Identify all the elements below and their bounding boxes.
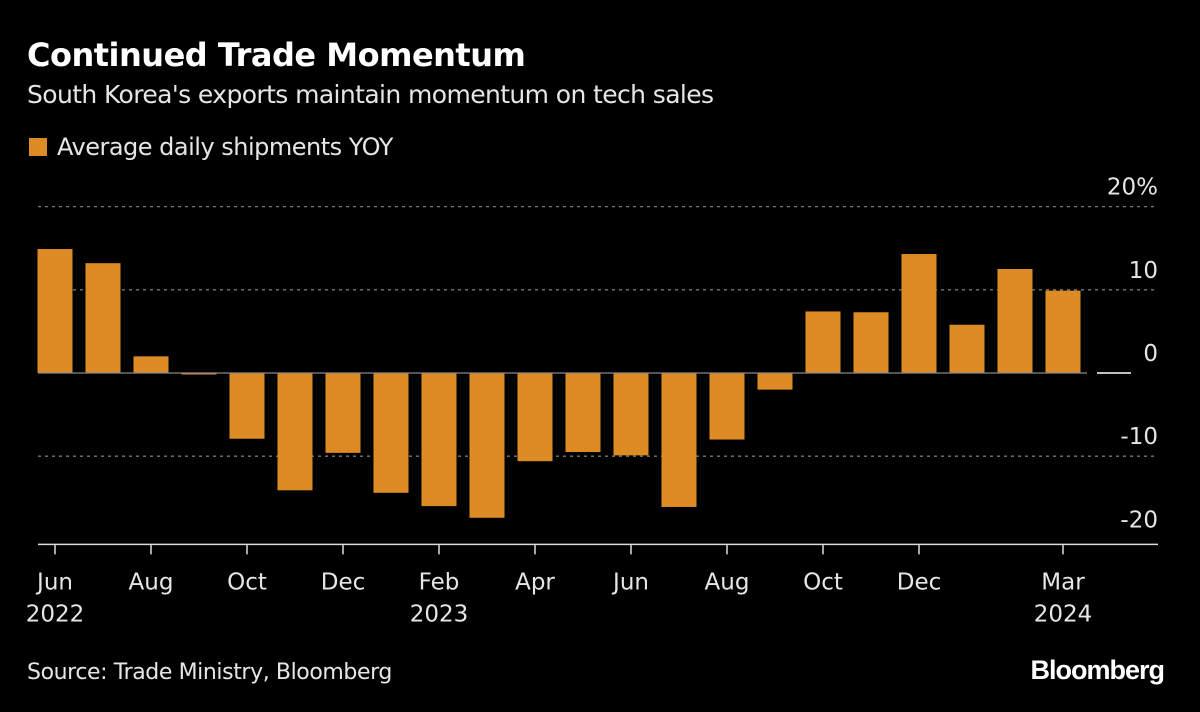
x-year-label: 2023 bbox=[410, 601, 469, 627]
x-year-label: 2022 bbox=[26, 601, 85, 627]
bar-2022-08 bbox=[133, 356, 169, 373]
y-tick-label: -20 bbox=[1120, 507, 1158, 533]
x-tick-label: Oct bbox=[227, 569, 267, 595]
bar-2022-07 bbox=[85, 263, 121, 373]
bar-2023-12 bbox=[901, 254, 937, 373]
source-note: Source: Trade Ministry, Bloomberg bbox=[27, 660, 392, 685]
x-tick-label: Apr bbox=[515, 569, 555, 595]
bloomberg-logo: Bloomberg bbox=[1030, 655, 1165, 685]
bar-2023-10 bbox=[805, 311, 841, 373]
y-tick-label: 10 bbox=[1129, 258, 1158, 284]
bar-2023-01 bbox=[373, 373, 409, 493]
legend-label: Average daily shipments YOY bbox=[57, 133, 393, 161]
bar-2023-02 bbox=[421, 373, 457, 507]
bar-2023-11 bbox=[853, 312, 889, 373]
legend-swatch bbox=[29, 138, 47, 156]
bar-2023-08 bbox=[709, 373, 745, 440]
x-tick-label: Aug bbox=[705, 569, 750, 595]
y-tick-label: 0 bbox=[1143, 341, 1158, 367]
bar-2023-04 bbox=[517, 373, 553, 462]
x-year-label: 2024 bbox=[1034, 601, 1093, 627]
bar-2022-06 bbox=[37, 249, 73, 373]
bar-2024-02 bbox=[997, 269, 1033, 373]
bar-2024-01 bbox=[949, 324, 985, 373]
x-tick-label: Feb bbox=[419, 569, 460, 595]
chart-title: Continued Trade Momentum bbox=[27, 36, 526, 74]
x-tick-label: Jun bbox=[35, 569, 73, 595]
bar-2023-05 bbox=[565, 373, 601, 453]
bar-2023-06 bbox=[613, 373, 649, 456]
x-tick-label: Dec bbox=[897, 569, 942, 595]
x-tick-label: Aug bbox=[129, 569, 174, 595]
bar-2022-11 bbox=[277, 373, 313, 491]
bar-2022-09 bbox=[181, 373, 217, 375]
chart-subtitle: South Korea's exports maintain momentum … bbox=[27, 80, 714, 109]
bar-2024-03 bbox=[1045, 290, 1081, 373]
y-tick-label: 20% bbox=[1107, 175, 1158, 201]
bar-2023-09 bbox=[757, 373, 793, 390]
x-tick-label: Oct bbox=[803, 569, 843, 595]
legend: Average daily shipments YOY bbox=[29, 133, 393, 161]
x-tick-label: Mar bbox=[1041, 569, 1085, 595]
y-tick-label: -10 bbox=[1120, 424, 1158, 450]
bar-2022-10 bbox=[229, 373, 265, 439]
x-tick-label: Dec bbox=[321, 569, 366, 595]
bar-2023-03 bbox=[469, 373, 505, 518]
x-tick-label: Jun bbox=[611, 569, 649, 595]
bar-2023-07 bbox=[661, 373, 697, 507]
bar-2022-12 bbox=[325, 373, 361, 453]
